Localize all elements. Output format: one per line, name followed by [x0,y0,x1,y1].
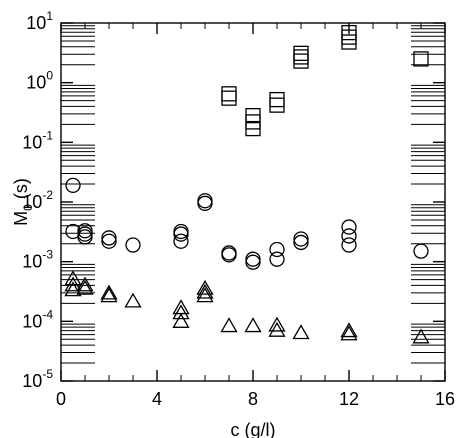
square-marker [269,91,285,108]
triangle-marker [196,279,214,295]
triangle-marker [172,313,190,328]
triangle-marker [268,321,286,337]
y-axis-title: M0 (s) [11,178,35,226]
circle-marker [293,234,309,251]
square-marker [341,24,357,41]
y-tick-label: 10-1 [22,128,53,152]
circle-marker [173,233,189,249]
square-marker [221,86,237,102]
circle-marker [77,229,93,245]
square-marker [221,90,237,106]
circle-marker [341,219,357,235]
major-ticks [60,22,446,382]
y-tick-label: 10-5 [22,367,53,391]
x-tick-label: 4 [152,389,162,409]
triangle-marker [412,328,430,344]
triangle-marker [64,270,82,286]
y-axis-title-subscript: 0 [21,204,35,211]
circle-marker [77,223,93,239]
y-tick-label-base: 10 [22,371,42,391]
y-tick-label-base: 10 [26,73,46,93]
circle-marker [65,177,81,194]
square-marker [245,108,261,124]
data-markers [64,24,430,344]
minor-ticks [61,23,445,381]
triangle-marker [340,322,358,338]
circle-marker [197,193,213,209]
circle-marker [245,254,261,270]
y-tick-label: 101 [26,9,53,33]
triangle-marker [172,304,190,320]
x-tick-label: 0 [56,389,66,409]
square-marker [293,45,309,61]
y-tick-label-base: 10 [22,192,42,212]
y-tick-label-exponent: 1 [46,9,53,23]
circle-marker [125,237,141,253]
square-marker [413,51,429,67]
x-tick-labels: 0 4 8 12 16 [56,389,455,409]
y-tick-label-base: 10 [26,13,46,33]
circle-marker [269,251,285,267]
triangle-marker [340,325,358,341]
y-tick-label-exponent: -5 [42,367,53,381]
circle-marker [173,223,189,240]
square-marker [293,53,309,69]
triangle-marker [268,316,286,332]
y-tick-label-base: 10 [22,311,42,331]
triangle-marker [76,276,94,292]
square-marker [269,97,285,113]
circle-marker [101,233,117,249]
triangle-marker [76,279,94,295]
y-tick-label-exponent: -2 [42,188,53,202]
triangle-marker [220,317,238,333]
y-tick-label: 10-4 [22,307,53,331]
y-tick-label-exponent: -1 [42,128,53,142]
x-axis-title: c (g/l) [231,420,276,438]
square-marker [293,49,309,65]
triangle-marker [100,287,118,303]
square-marker [341,34,357,50]
triangle-marker [196,287,214,303]
circle-marker [293,231,309,247]
circle-marker [77,226,93,242]
x-tick-label: 12 [339,389,359,409]
y-tick-label-exponent: -3 [42,248,53,262]
y-tick-label: 10-3 [22,248,53,272]
circle-marker [101,230,117,246]
circle-marker [341,228,357,244]
y-tick-label-exponent: -4 [42,307,53,321]
x-tick-label: 8 [248,389,258,409]
circle-marker [269,241,285,258]
triangle-marker [64,281,82,297]
triangle-marker [196,283,214,299]
triangle-marker [244,317,262,333]
x-tick-label: 16 [435,389,455,409]
circle-marker [245,251,261,267]
y-axis-title-tail: (s) [11,178,31,204]
circle-marker [413,243,429,259]
triangle-marker [172,299,190,315]
triangle-marker [100,284,118,300]
y-tick-label-exponent: 0 [46,69,53,83]
y-tick-label: 100 [26,69,53,93]
circle-marker [341,237,357,253]
plot-frame [60,22,446,382]
y-tick-label: 10-2 [22,188,53,212]
y-tick-label-base: 10 [22,132,42,152]
y-tick-label-base: 10 [22,252,42,272]
triangle-marker [124,292,142,308]
triangle-marker [292,324,310,340]
y-axis-title-main: M [11,211,31,226]
circle-marker [221,245,237,261]
